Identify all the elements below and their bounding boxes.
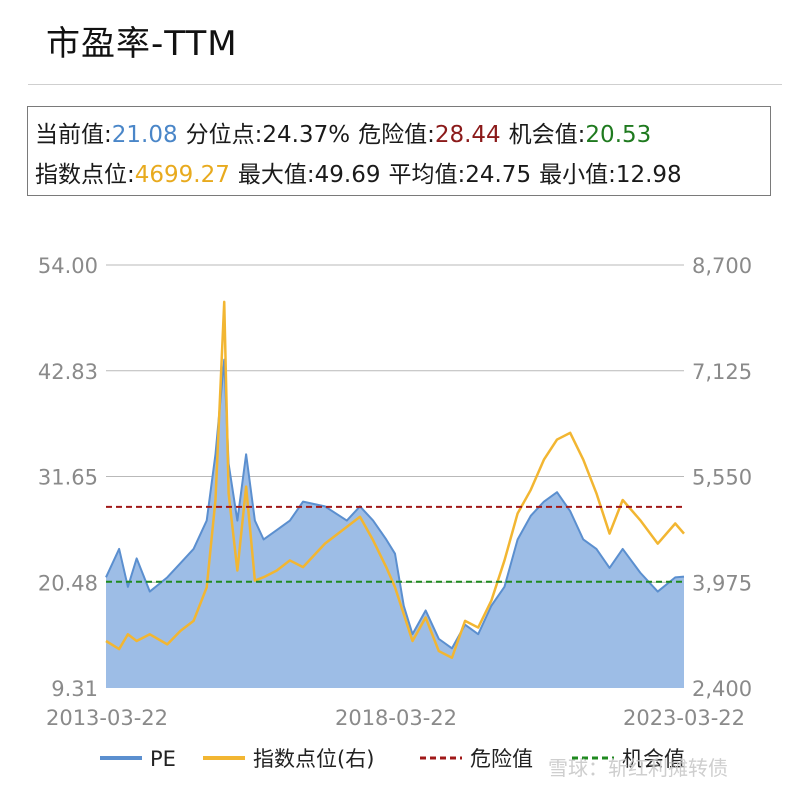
min-value: 12.98 <box>615 162 682 188</box>
max-value: 49.69 <box>314 162 381 188</box>
index-line <box>105 300 685 660</box>
avg-label: 平均值: <box>388 162 466 188</box>
pe-area <box>106 359 684 688</box>
x-tick-label: 2018-03-22 <box>335 706 457 730</box>
y-left-tick-label: 42.83 <box>38 360 98 384</box>
current-label: 当前值: <box>35 122 112 148</box>
current-value: 21.08 <box>111 122 178 148</box>
y-right-tick-label: 5,550 <box>692 466 752 490</box>
avg-value: 24.75 <box>465 162 532 188</box>
chance-value: 20.53 <box>585 122 652 148</box>
watermark: 雪球：斩红利摊转债 <box>548 756 728 780</box>
page-title: 市盈率-TTM <box>46 24 238 64</box>
y-right-tick-label: 2,400 <box>692 677 752 701</box>
min-label: 最小值: <box>539 162 616 188</box>
max-label: 最大值: <box>237 162 315 188</box>
y-right-tick-label: 7,125 <box>692 360 752 384</box>
danger-value: 28.44 <box>434 122 501 148</box>
index-value: 4699.27 <box>134 162 230 188</box>
stats-line-1: 当前值:21.08 分位点:24.37% 危险值:28.44 机会值:20.53 <box>35 115 651 149</box>
percentile-label: 分位点: <box>185 122 263 148</box>
stats-box: 当前值:21.08 分位点:24.37% 危险值:28.44 机会值:20.53 指数… <box>27 106 771 196</box>
chance-label: 机会值: <box>508 122 586 148</box>
legend-index-label: 指数点位(右) <box>253 747 374 771</box>
y-right-tick-label: 3,975 <box>692 571 752 595</box>
percentile-value: 24.37% <box>262 122 351 148</box>
x-tick-label: 2023-03-22 <box>623 706 745 730</box>
danger-label: 危险值: <box>358 122 435 148</box>
stats-line-2: 指数点位:4699.27 最大值:49.69 平均值:24.75 最小值:12.98 <box>35 155 682 189</box>
index-label: 指数点位: <box>35 162 135 188</box>
x-tick-label: 2013-03-22 <box>46 706 168 730</box>
legend-danger-label: 危险值 <box>470 747 533 771</box>
pe-line <box>105 358 685 650</box>
legend-pe-label: PE <box>150 747 176 771</box>
y-left-tick-label: 20.48 <box>38 571 98 595</box>
y-left-tick-label: 31.65 <box>38 466 98 490</box>
y-left-tick-label: 54.00 <box>38 254 98 278</box>
legend-chance-label: 机会值 <box>622 747 685 771</box>
y-left-tick-label: 9.31 <box>51 677 98 701</box>
y-right-tick-label: 8,700 <box>692 254 752 278</box>
title-divider <box>28 84 782 85</box>
